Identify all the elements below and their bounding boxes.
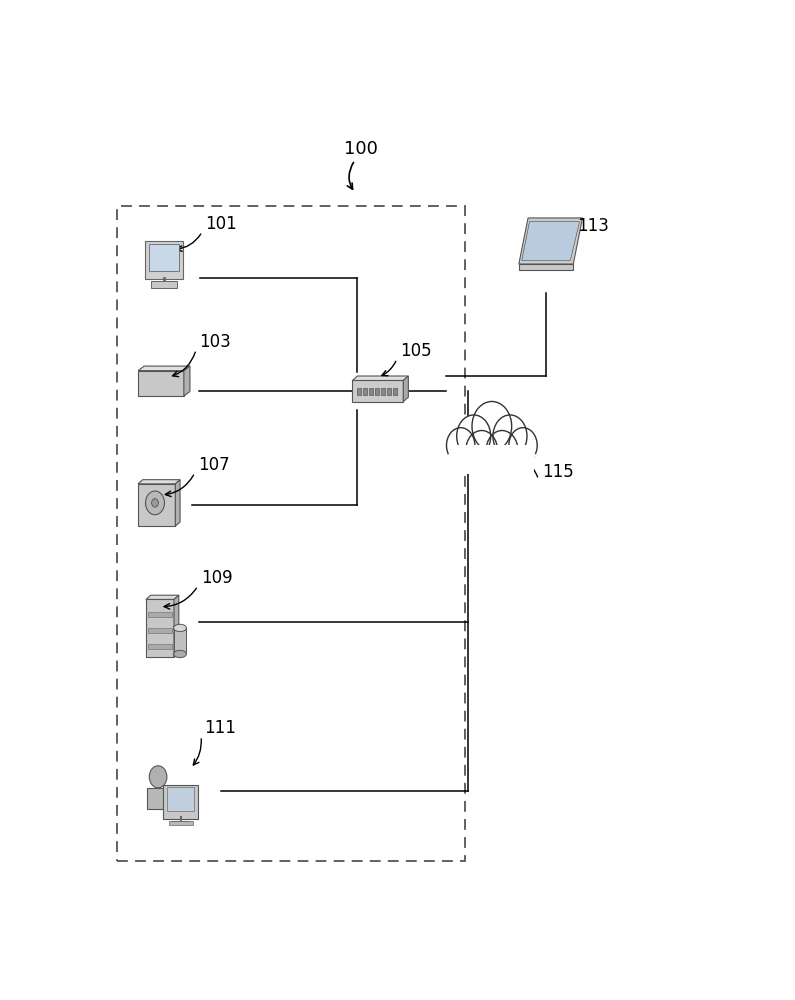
Ellipse shape xyxy=(173,650,186,658)
Bar xyxy=(393,388,398,395)
Text: 100: 100 xyxy=(344,140,378,158)
FancyBboxPatch shape xyxy=(149,244,180,271)
Bar xyxy=(387,388,391,395)
Circle shape xyxy=(149,766,167,788)
Text: 115: 115 xyxy=(541,463,573,481)
Polygon shape xyxy=(138,484,176,526)
Bar xyxy=(356,388,361,395)
Polygon shape xyxy=(146,599,174,657)
Polygon shape xyxy=(174,595,179,657)
Circle shape xyxy=(493,415,527,457)
Text: 109: 109 xyxy=(201,569,233,587)
Text: 111: 111 xyxy=(204,719,236,737)
Text: 107: 107 xyxy=(198,456,230,474)
Polygon shape xyxy=(138,371,184,396)
Bar xyxy=(117,206,465,861)
Bar xyxy=(369,388,373,395)
Polygon shape xyxy=(522,222,580,260)
Bar xyxy=(374,388,379,395)
Polygon shape xyxy=(519,264,573,270)
Circle shape xyxy=(487,431,518,470)
Bar xyxy=(149,612,173,617)
Polygon shape xyxy=(184,366,190,396)
Polygon shape xyxy=(519,218,583,264)
Text: 103: 103 xyxy=(200,333,231,351)
Circle shape xyxy=(472,401,512,451)
Ellipse shape xyxy=(173,624,186,632)
Polygon shape xyxy=(176,480,180,526)
Text: 113: 113 xyxy=(577,217,609,235)
Bar xyxy=(169,821,192,825)
Bar xyxy=(149,628,173,633)
Text: 101: 101 xyxy=(205,215,237,233)
Circle shape xyxy=(466,431,498,470)
Polygon shape xyxy=(138,366,190,371)
FancyBboxPatch shape xyxy=(449,445,534,474)
FancyBboxPatch shape xyxy=(163,785,198,819)
Polygon shape xyxy=(138,480,180,484)
Circle shape xyxy=(456,415,491,457)
Bar xyxy=(363,388,366,395)
FancyBboxPatch shape xyxy=(151,281,177,288)
Bar xyxy=(149,644,173,649)
FancyBboxPatch shape xyxy=(145,241,183,279)
Text: 105: 105 xyxy=(400,342,432,360)
Polygon shape xyxy=(352,380,403,402)
FancyBboxPatch shape xyxy=(173,628,186,654)
Polygon shape xyxy=(352,376,409,380)
Circle shape xyxy=(145,491,165,515)
Circle shape xyxy=(152,499,158,507)
Circle shape xyxy=(509,428,537,463)
Circle shape xyxy=(447,428,475,463)
Polygon shape xyxy=(146,595,179,599)
FancyBboxPatch shape xyxy=(167,787,194,811)
Polygon shape xyxy=(147,788,169,809)
Polygon shape xyxy=(403,376,409,402)
Bar xyxy=(381,388,385,395)
